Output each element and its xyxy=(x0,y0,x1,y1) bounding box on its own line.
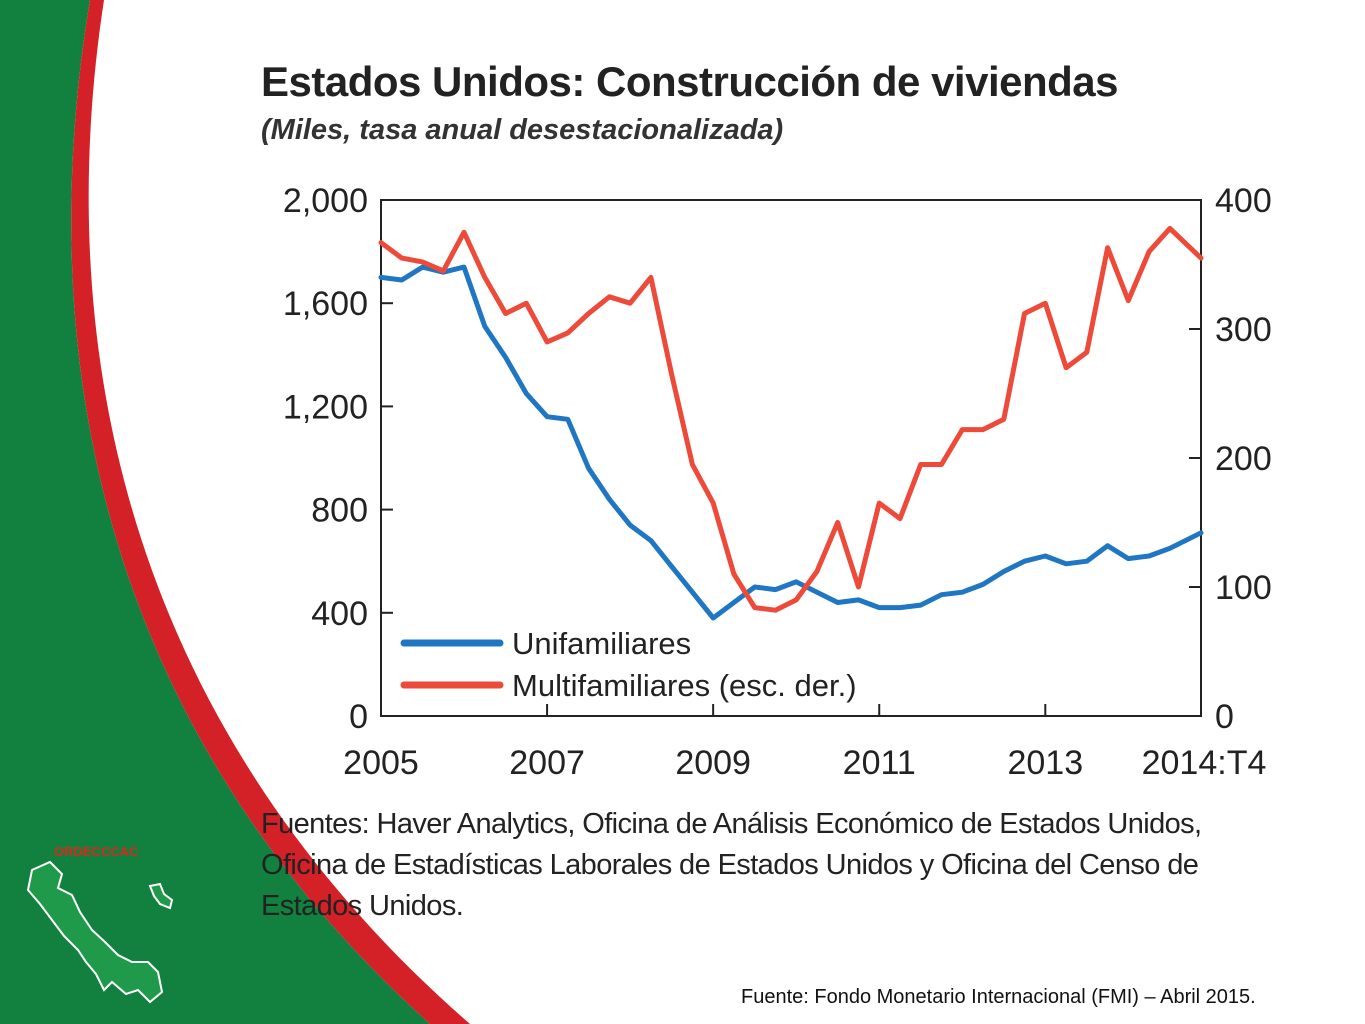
red-stripe xyxy=(71,0,470,1024)
y-right-tick-label: 400 xyxy=(1215,182,1272,220)
y-right-tick-label: 0 xyxy=(1215,698,1234,736)
legend-label: Unifamiliares xyxy=(512,626,691,661)
series-line-multifamiliares xyxy=(378,225,1204,613)
chart-sources: Fuentes: Haver Analytics, Oficina de Aná… xyxy=(261,804,1321,927)
y-left-tick-label: 1,600 xyxy=(283,285,368,323)
source-line: Oficina de Estadísticas Laborales de Est… xyxy=(261,849,1199,881)
region-map-logo xyxy=(26,860,174,1004)
x-tick-label: 2007 xyxy=(509,744,585,782)
y-right-tick-label: 200 xyxy=(1215,440,1272,478)
source-line: Fuentes: Haver Analytics, Oficina de Aná… xyxy=(261,808,1202,840)
chart-subtitle: (Miles, tasa anual desestacionalizada) xyxy=(261,114,784,146)
organization-name: ORDECCCAC xyxy=(54,844,139,859)
plot-frame xyxy=(380,199,1202,717)
y-left-tick-label: 2,000 xyxy=(283,182,368,220)
series-line-unifamiliares xyxy=(378,264,1204,621)
legend-label: Multifamiliares (esc. der.) xyxy=(512,668,857,703)
y-left-tick-label: 0 xyxy=(349,698,368,736)
x-tick-label: 2011 xyxy=(843,744,916,782)
y-right-tick-label: 300 xyxy=(1215,311,1272,349)
x-tick-label: 2009 xyxy=(675,744,751,782)
y-right-tick-label: 100 xyxy=(1215,569,1272,607)
x-tick-label: 2005 xyxy=(343,744,419,782)
x-tick-label: 2014:T4 xyxy=(1142,744,1267,782)
x-tick-label: 2013 xyxy=(1007,744,1083,782)
y-left-tick-label: 800 xyxy=(311,492,368,530)
y-left-tick-label: 400 xyxy=(311,595,368,633)
y-left-tick-label: 1,200 xyxy=(283,388,368,426)
source-line: Estados Unidos. xyxy=(261,890,464,922)
chart-title: Estados Unidos: Construcción de vivienda… xyxy=(261,58,1119,105)
slide-credit: Fuente: Fondo Monetario Internacional (F… xyxy=(741,986,1256,1008)
green-band xyxy=(0,0,430,1024)
